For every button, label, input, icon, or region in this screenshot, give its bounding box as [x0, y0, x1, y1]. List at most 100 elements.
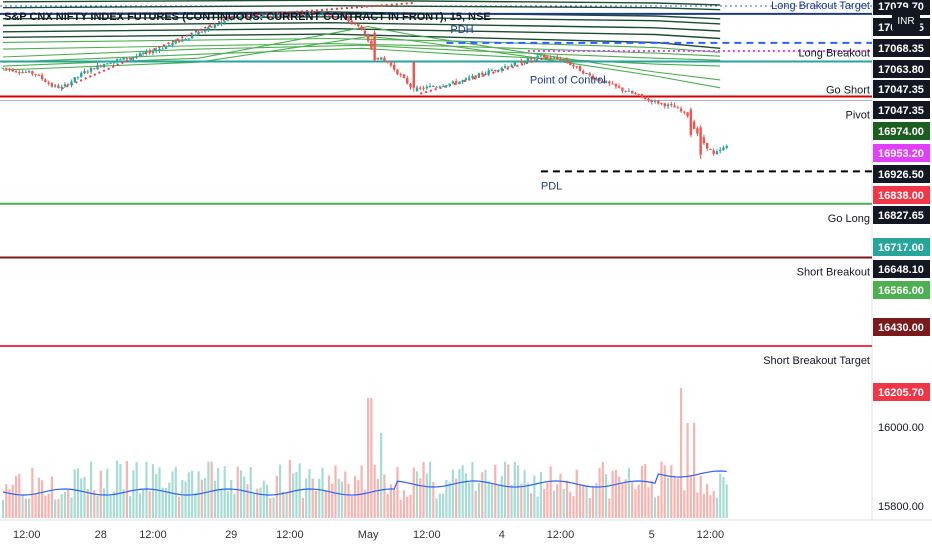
- candle[interactable]: [608, 80, 611, 87]
- candle[interactable]: [171, 42, 174, 48]
- candle[interactable]: [725, 144, 728, 150]
- candle[interactable]: [200, 30, 204, 33]
- candle[interactable]: [275, 12, 279, 20]
- candle[interactable]: [650, 99, 653, 105]
- candle[interactable]: [402, 73, 406, 79]
- candle[interactable]: [490, 68, 494, 72]
- candle[interactable]: [223, 20, 226, 25]
- price-tags-layer[interactable]: 17079.7017071.7517068.3517063.8017047.35…: [873, 0, 930, 513]
- candle[interactable]: [347, 15, 350, 24]
- candle[interactable]: [50, 82, 54, 88]
- candle[interactable]: [500, 66, 503, 73]
- candle[interactable]: [11, 68, 14, 72]
- candle[interactable]: [246, 15, 249, 19]
- candle[interactable]: [138, 50, 142, 58]
- candle[interactable]: [80, 71, 83, 79]
- candle[interactable]: [715, 149, 719, 155]
- candle[interactable]: [47, 80, 50, 86]
- candle[interactable]: [8, 67, 11, 72]
- candle[interactable]: [291, 15, 295, 18]
- candle[interactable]: [119, 58, 122, 61]
- candle[interactable]: [363, 28, 367, 35]
- candle[interactable]: [533, 57, 536, 61]
- candle[interactable]: [565, 57, 569, 64]
- candle[interactable]: [686, 111, 689, 118]
- candle[interactable]: [125, 57, 129, 61]
- candle[interactable]: [18, 69, 21, 76]
- candle[interactable]: [484, 71, 487, 76]
- candle[interactable]: [135, 53, 138, 59]
- candle[interactable]: [389, 60, 393, 68]
- candle[interactable]: [542, 53, 546, 59]
- candle[interactable]: [161, 46, 164, 50]
- candle[interactable]: [441, 84, 445, 88]
- candle[interactable]: [663, 102, 666, 109]
- candle[interactable]: [184, 37, 187, 41]
- candle[interactable]: [331, 15, 334, 18]
- candle[interactable]: [617, 83, 621, 89]
- candle[interactable]: [216, 23, 220, 26]
- candle[interactable]: [230, 18, 233, 21]
- candle[interactable]: [24, 70, 28, 73]
- candle[interactable]: [611, 80, 614, 85]
- candle[interactable]: [719, 147, 722, 154]
- candle[interactable]: [181, 38, 184, 42]
- trend-line[interactable]: [61, 15, 232, 90]
- candle[interactable]: [128, 56, 132, 62]
- candle[interactable]: [683, 110, 686, 115]
- candle[interactable]: [689, 107, 693, 138]
- candle[interactable]: [1, 67, 5, 69]
- candle[interactable]: [458, 81, 461, 85]
- candle[interactable]: [57, 83, 60, 89]
- candle[interactable]: [177, 39, 181, 44]
- candle[interactable]: [213, 23, 217, 31]
- price-tag[interactable]: 16974.00: [873, 122, 930, 140]
- candle[interactable]: [637, 93, 640, 97]
- candle[interactable]: [578, 65, 582, 72]
- price-tag[interactable]: 17068.35: [873, 39, 930, 57]
- candle[interactable]: [236, 17, 239, 20]
- candle[interactable]: [575, 66, 578, 69]
- candle[interactable]: [396, 69, 399, 76]
- candle[interactable]: [709, 148, 712, 151]
- candle[interactable]: [461, 79, 464, 84]
- candle[interactable]: [497, 69, 500, 72]
- candle[interactable]: [27, 69, 31, 74]
- candle[interactable]: [699, 125, 702, 159]
- candle[interactable]: [712, 148, 715, 156]
- candle[interactable]: [269, 15, 272, 18]
- candle[interactable]: [295, 13, 298, 18]
- candle[interactable]: [252, 15, 256, 18]
- candle[interactable]: [272, 12, 275, 20]
- candle[interactable]: [207, 25, 210, 32]
- price-tag[interactable]: 16205.70: [873, 383, 930, 401]
- candle[interactable]: [256, 15, 259, 19]
- candle[interactable]: [673, 102, 676, 108]
- candle[interactable]: [239, 14, 243, 22]
- candle[interactable]: [151, 48, 155, 56]
- candle[interactable]: [210, 26, 213, 28]
- candle[interactable]: [190, 32, 194, 39]
- candle[interactable]: [696, 126, 699, 137]
- candle[interactable]: [595, 76, 598, 81]
- candle[interactable]: [705, 142, 709, 152]
- candle[interactable]: [5, 67, 8, 72]
- candle[interactable]: [526, 57, 530, 63]
- candle[interactable]: [399, 72, 402, 78]
- candle[interactable]: [614, 83, 618, 89]
- candle[interactable]: [148, 48, 151, 55]
- candle[interactable]: [523, 60, 526, 66]
- candle[interactable]: [432, 84, 435, 88]
- candle[interactable]: [337, 16, 340, 19]
- candle[interactable]: [44, 78, 47, 83]
- candle[interactable]: [474, 75, 477, 80]
- candle[interactable]: [311, 11, 314, 16]
- candle[interactable]: [598, 77, 601, 82]
- candle[interactable]: [481, 71, 484, 78]
- candle[interactable]: [415, 85, 419, 92]
- candle[interactable]: [435, 86, 438, 88]
- candle[interactable]: [168, 44, 171, 47]
- candle[interactable]: [63, 82, 67, 89]
- candle[interactable]: [86, 69, 89, 74]
- candle[interactable]: [657, 99, 660, 105]
